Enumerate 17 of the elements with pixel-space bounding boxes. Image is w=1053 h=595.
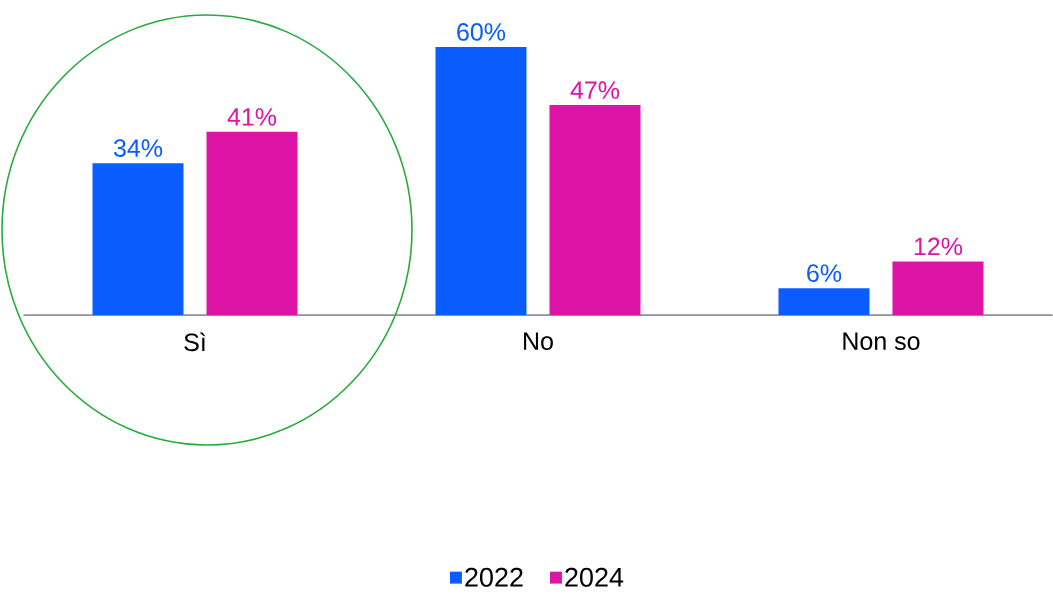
- legend-label: 2022: [465, 567, 523, 587]
- x-tick-label: No: [524, 332, 553, 350]
- data-label: 12%: [914, 237, 963, 256]
- bar: [206, 131, 298, 315]
- bar: [778, 288, 870, 315]
- data-label: 60%: [457, 23, 506, 41]
- bar: [92, 163, 184, 315]
- bar: [549, 105, 641, 315]
- bar: [435, 47, 527, 315]
- data-label: 47%: [570, 81, 620, 99]
- data-label: 41%: [227, 108, 277, 126]
- data-label: 6%: [807, 264, 842, 283]
- x-tick-label: Sì: [184, 332, 206, 352]
- data-label: 34%: [113, 139, 163, 157]
- legend-label: 2024: [565, 567, 624, 587]
- x-tick-label: Non so: [843, 332, 920, 350]
- bar: [892, 261, 984, 315]
